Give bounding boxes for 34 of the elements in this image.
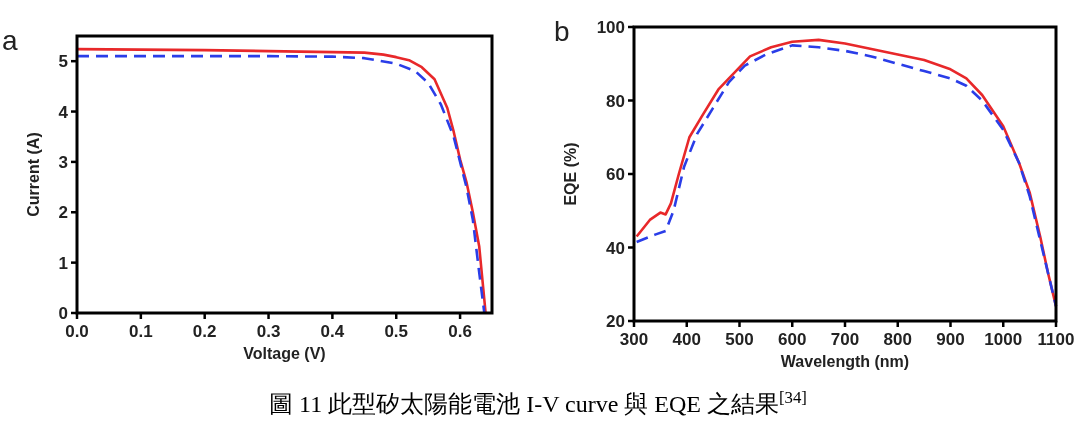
caption: 圖 11 此型矽太陽能電池 I-V curve 與 EQE 之結果$^{[34]}$ [269,387,807,417]
x-tick-label: 0.5 [384,322,409,341]
x-tick-label: 0.4 [320,322,345,341]
y-tick-label: 2 [58,203,68,223]
x-tick-label: 0.2 [192,322,217,341]
x-tick-label: 600 [778,330,807,349]
x-tick-label: 1000 [984,330,1023,349]
x-tick-label: 500 [725,330,754,349]
y-tick-label: 60 [606,165,625,184]
x-tick-label: 800 [883,330,912,349]
y-tick-label: 5 [58,52,68,72]
x-axis-title: Voltage (V) [243,345,326,362]
y-tick-label: 4 [58,102,69,122]
y-tick-label: 40 [606,238,625,258]
x-tick-label: 900 [936,330,965,349]
x-tick-label: 0.0 [65,322,89,341]
x-tick-label: 700 [830,330,860,349]
x-tick-label: 0.1 [129,322,153,341]
x-tick-label: 300 [619,330,649,349]
y-axis-title: Current (A) [25,132,42,217]
y-tick-label: 0 [58,304,68,323]
chart-title: b [554,16,570,47]
x-axis-title: Wavelength (nm) [780,353,910,370]
y-tick-label: 3 [58,152,68,172]
y-axis-title: EQE (%) [562,142,579,206]
y-tick-label: 1 [58,253,68,273]
x-tick-label: 0.6 [448,322,472,341]
x-tick-label: 0.3 [256,322,281,341]
x-tick-label: 400 [672,330,701,349]
chart-title: a [2,25,18,56]
x-tick-label: 1100 [1037,330,1075,349]
y-tick-label: 20 [606,312,625,331]
y-tick-label: 100 [596,18,625,37]
y-tick-label: 80 [606,91,625,111]
